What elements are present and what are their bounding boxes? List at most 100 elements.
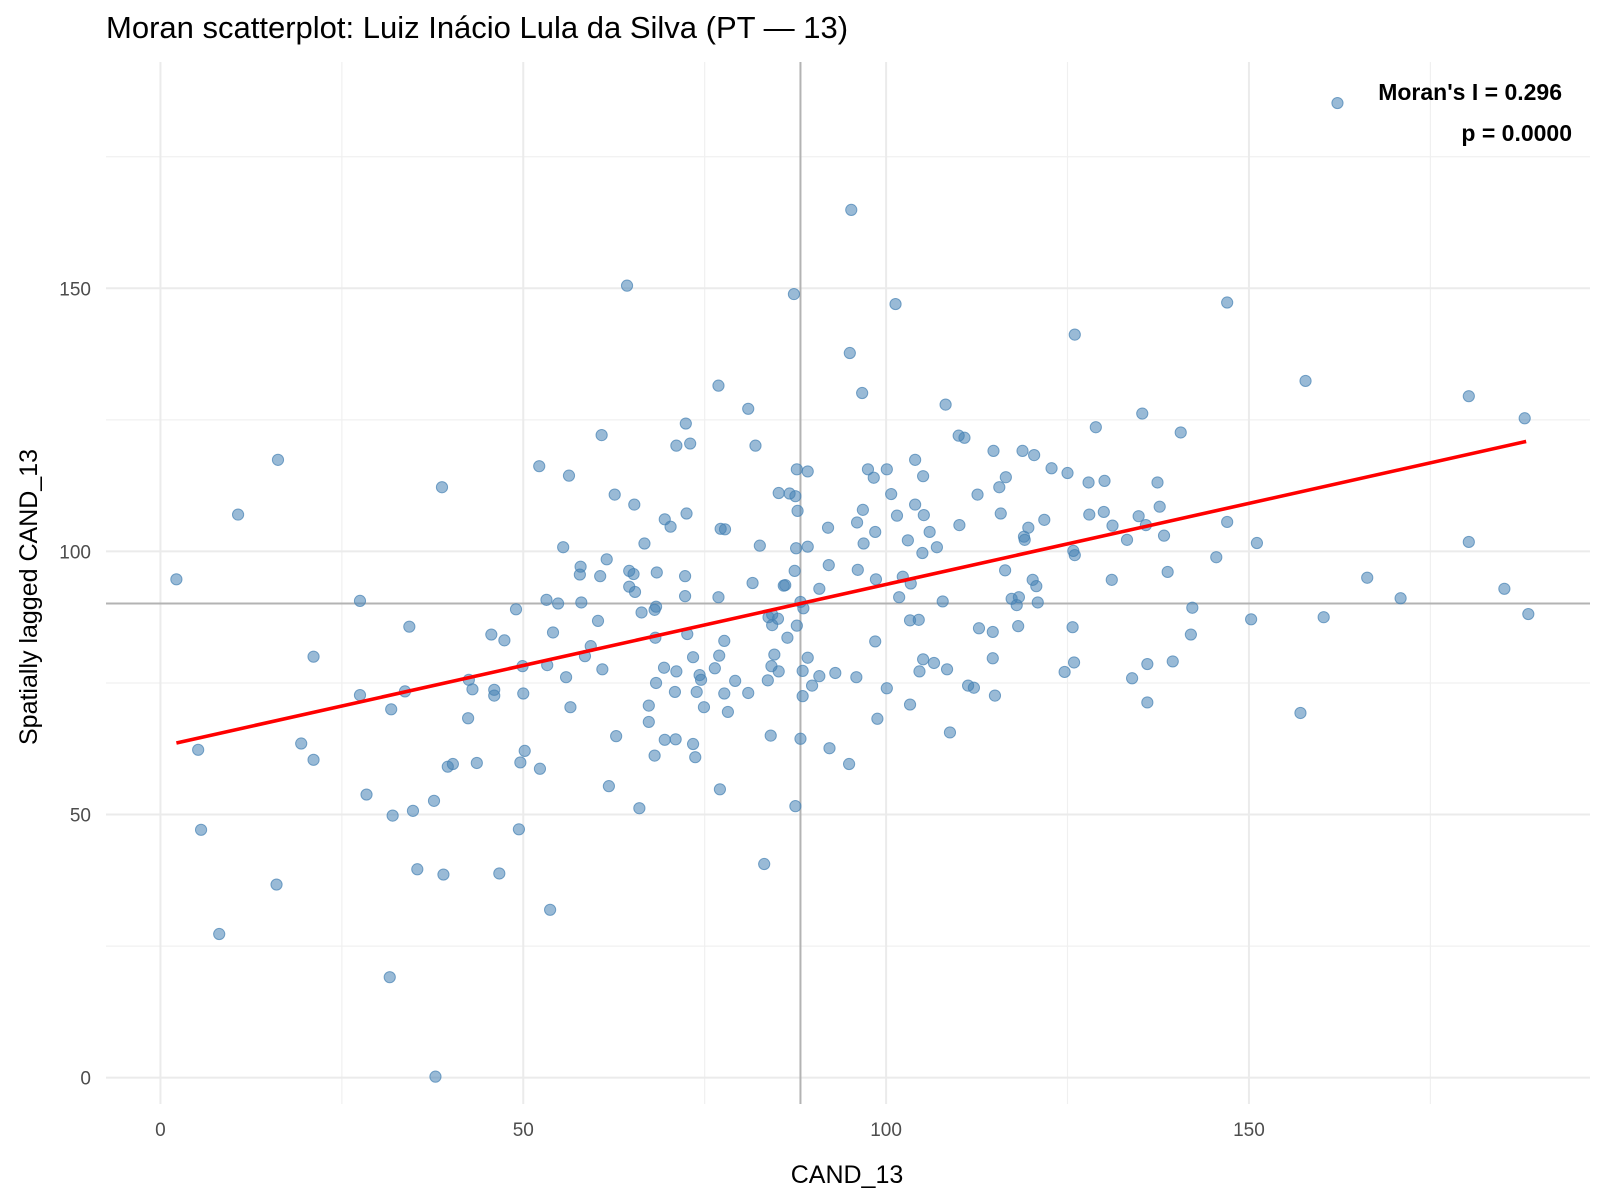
data-point <box>551 597 565 610</box>
data-point <box>880 463 893 476</box>
data-point <box>939 398 952 411</box>
data-point <box>761 674 774 687</box>
data-point <box>885 487 898 501</box>
data-point <box>1068 328 1081 341</box>
data-point <box>801 540 814 553</box>
data-point <box>686 737 700 751</box>
data-point <box>540 593 553 606</box>
data-point <box>638 537 651 550</box>
data-point <box>1098 474 1111 488</box>
data-point <box>642 715 655 729</box>
data-point <box>1126 672 1139 685</box>
data-point <box>485 628 498 641</box>
data-point <box>1097 505 1110 519</box>
data-point <box>678 570 692 583</box>
data-point <box>1221 515 1234 529</box>
y-axis-ticks: 0 50 100 150 <box>59 279 91 1089</box>
data-point <box>713 783 727 796</box>
data-point <box>1331 96 1344 110</box>
x-axis-title: CAND_13 <box>791 1161 904 1189</box>
data-point <box>789 490 802 503</box>
minor-grid <box>106 62 1590 1104</box>
data-point <box>686 651 700 664</box>
data-point <box>869 525 882 539</box>
data-point <box>1210 551 1223 564</box>
data-point <box>758 857 771 871</box>
x-tick-label: 150 <box>1233 1120 1265 1141</box>
data-point <box>987 444 1000 458</box>
data-point <box>936 595 949 608</box>
data-point <box>943 726 957 739</box>
data-point <box>680 507 693 520</box>
data-point <box>427 794 441 807</box>
y-tick-label: 0 <box>80 1069 91 1090</box>
data-point <box>801 465 814 478</box>
data-point <box>1184 628 1197 641</box>
y-axis-title: Spatially lagged CAND_13 <box>15 449 43 745</box>
data-point <box>678 590 692 603</box>
data-point <box>869 573 883 586</box>
data-point <box>493 867 506 880</box>
data-point <box>557 541 570 554</box>
data-point <box>940 663 954 676</box>
data-point <box>766 619 779 632</box>
data-point <box>385 703 398 716</box>
data-point <box>307 650 320 663</box>
data-point <box>917 653 930 666</box>
data-point <box>650 566 663 579</box>
data-point <box>1106 519 1119 532</box>
data-point <box>869 635 882 648</box>
data-point <box>192 743 205 756</box>
data-point <box>790 619 803 632</box>
data-point <box>383 971 396 984</box>
data-point <box>801 651 814 664</box>
data-point <box>746 576 759 590</box>
data-point <box>270 878 283 891</box>
data-point <box>1038 513 1051 526</box>
data-point <box>953 519 966 532</box>
data-point <box>1141 657 1154 671</box>
data-point <box>880 682 893 695</box>
data-point <box>912 613 925 626</box>
data-point <box>794 732 807 745</box>
data-point <box>781 631 794 644</box>
y-tick-label: 150 <box>59 279 91 300</box>
data-point <box>796 664 809 677</box>
data-point <box>721 705 735 719</box>
regression-line-group <box>175 439 1527 745</box>
data-point <box>435 481 449 494</box>
data-point <box>749 439 762 452</box>
data-point <box>901 534 914 547</box>
data-point <box>1518 412 1531 425</box>
data-point <box>1068 549 1081 562</box>
data-point <box>353 688 367 702</box>
x-tick-label: 100 <box>870 1120 902 1141</box>
data-point <box>689 751 702 764</box>
data-point <box>271 453 285 466</box>
data-point <box>986 652 999 665</box>
data-point <box>1157 529 1171 542</box>
x-tick-label: 50 <box>513 1120 534 1141</box>
data-point <box>893 591 906 604</box>
data-point <box>790 463 803 476</box>
data-point <box>967 681 981 694</box>
data-point <box>1498 582 1511 595</box>
data-point <box>1012 620 1025 633</box>
data-point <box>670 439 683 452</box>
data-point <box>822 559 835 572</box>
data-point <box>633 802 646 815</box>
data-point <box>596 663 609 676</box>
data-point <box>917 509 930 522</box>
data-point <box>608 488 621 501</box>
data-point <box>353 594 367 607</box>
data-point <box>845 203 858 216</box>
data-point <box>1186 601 1199 614</box>
data-point <box>1018 533 1031 546</box>
data-point <box>927 656 941 670</box>
data-point <box>1394 592 1407 605</box>
data-point <box>1522 607 1535 621</box>
data-point <box>1317 611 1330 624</box>
data-point <box>1174 426 1187 439</box>
x-tick-label: 0 <box>155 1120 166 1141</box>
data-point <box>909 453 922 466</box>
